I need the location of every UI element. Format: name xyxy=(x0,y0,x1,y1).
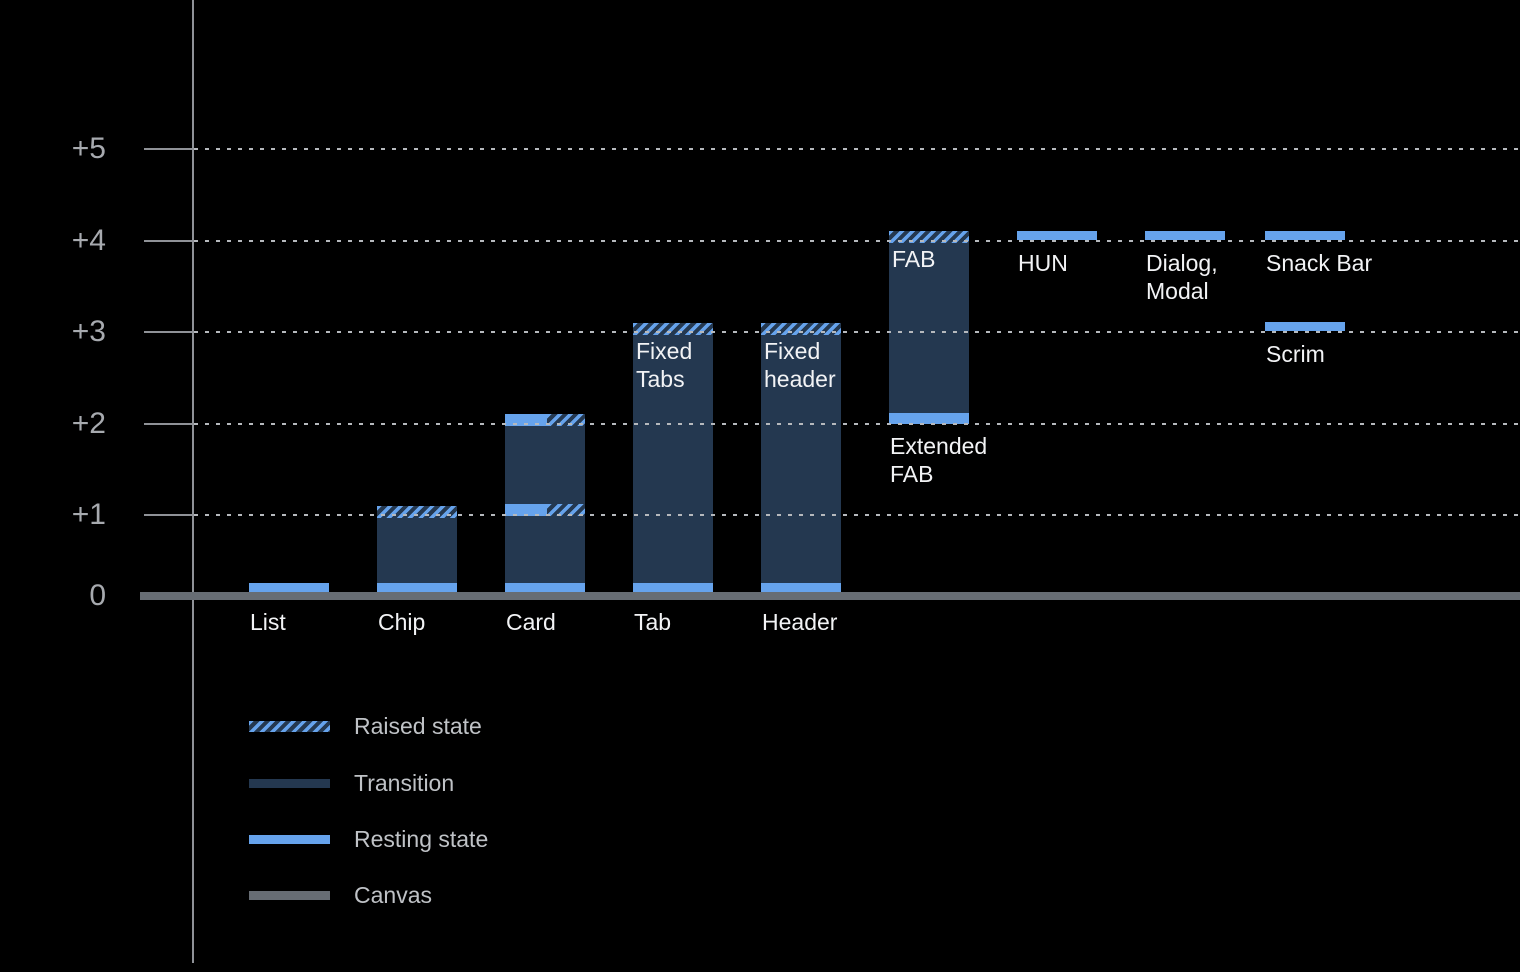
y-tick-label-0: 0 xyxy=(89,579,106,612)
y-tick-label-5: +5 xyxy=(71,132,106,165)
y-tick-label-4: +4 xyxy=(71,223,106,257)
bar-card-transition xyxy=(505,414,585,592)
bar-card-raised-top xyxy=(547,414,585,427)
bar-label-snack-bar-below: Snack Bar xyxy=(1266,249,1373,276)
legend-item-raised-state: Raised state xyxy=(249,711,482,741)
resting-state-swatch-icon xyxy=(249,834,330,844)
bar-snack-bar-resting xyxy=(1265,230,1345,240)
bar-label-header-inside: Fixed header xyxy=(764,337,836,392)
y-tick-5 xyxy=(144,148,194,150)
bar-header-transition xyxy=(761,322,841,592)
legend-item-canvas: Canvas xyxy=(249,880,432,910)
raised-state-swatch-icon xyxy=(249,720,330,732)
y-tick-3 xyxy=(144,331,194,333)
canvas-swatch-icon xyxy=(249,890,330,900)
gridline-5 xyxy=(194,148,1520,150)
y-tick-label-2: +2 xyxy=(71,406,106,440)
bar-label-fab-inside: FAB xyxy=(892,246,936,273)
gridline-1 xyxy=(194,514,1520,516)
x-label-header: Header xyxy=(762,609,838,635)
legend-label: Canvas xyxy=(354,882,432,908)
legend-item-resting-state: Resting state xyxy=(249,824,488,854)
gridline-4 xyxy=(194,239,1520,242)
bar-chip-transition xyxy=(377,505,457,592)
bar-card-raised-mid xyxy=(547,504,585,516)
gridline-3 xyxy=(194,331,1520,333)
canvas-baseline xyxy=(140,592,1520,600)
transition-swatch-icon xyxy=(249,778,330,788)
y-tick-label-1: +1 xyxy=(71,498,106,531)
bar-tab-resting xyxy=(633,583,713,592)
bar-dialog-modal-resting xyxy=(1145,230,1225,240)
bar-label-tab-inside: Fixed Tabs xyxy=(636,337,693,392)
bar-header-raised xyxy=(761,322,841,335)
bar-fab-resting xyxy=(889,412,969,424)
bar-label-fab-below: Extended FAB xyxy=(890,432,988,487)
bar-tab-raised xyxy=(633,322,713,335)
legend-label: Transition xyxy=(354,770,455,796)
bar-fab-transition xyxy=(889,231,969,424)
bar-label-scrim-below: Scrim xyxy=(1266,341,1325,367)
legend-item-transition: Transition xyxy=(249,768,454,798)
bar-hun-resting xyxy=(1017,230,1097,240)
bar-scrim-resting xyxy=(1265,322,1345,331)
bar-chip-resting xyxy=(377,583,457,592)
x-label-card: Card xyxy=(506,609,556,635)
bar-list-resting xyxy=(249,583,329,592)
y-tick-1 xyxy=(144,514,194,516)
bar-label-hun-below: HUN xyxy=(1018,249,1068,276)
y-tick-label-3: +3 xyxy=(71,315,106,348)
y-tick-4 xyxy=(144,239,194,242)
gridline-2 xyxy=(194,422,1520,425)
bar-label-dialog-modal-below: Dialog, Modal xyxy=(1146,249,1218,304)
legend-label: Resting state xyxy=(354,826,489,852)
bar-header-resting xyxy=(761,583,841,592)
bar-card-resting xyxy=(505,583,585,592)
bar-tab-transition xyxy=(633,322,713,592)
x-label-chip: Chip xyxy=(378,609,426,635)
legend-label: Raised state xyxy=(354,713,482,739)
x-label-tab: Tab xyxy=(634,609,672,635)
x-label-list: List xyxy=(250,609,286,635)
y-axis-line xyxy=(192,0,194,963)
bar-card-resting-mid xyxy=(505,504,547,516)
y-tick-2 xyxy=(144,422,194,425)
bar-chip-raised xyxy=(377,505,457,518)
bar-card-resting-top xyxy=(505,414,547,427)
bar-fab-raised xyxy=(889,231,969,244)
